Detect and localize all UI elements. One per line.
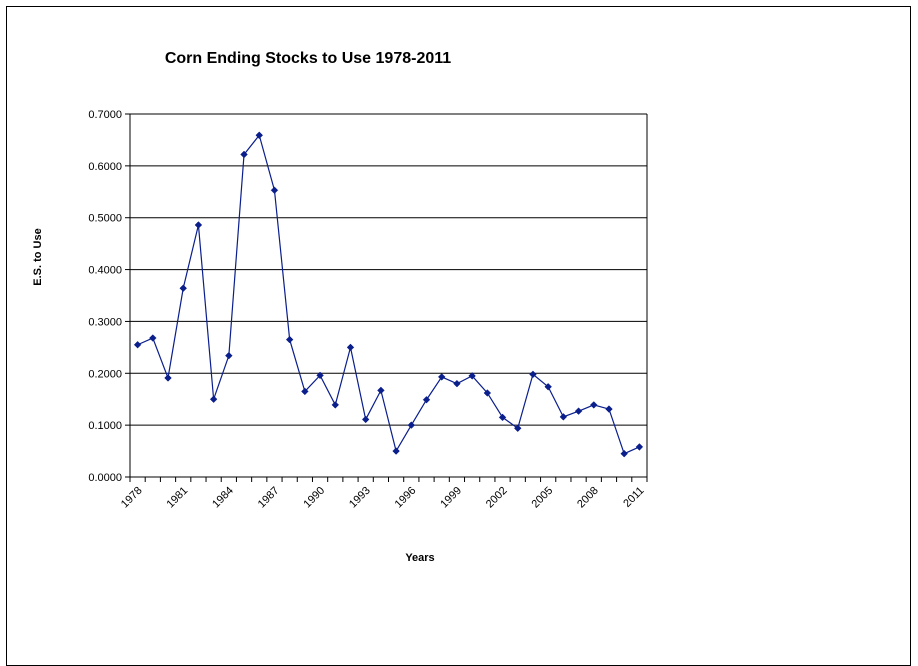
data-point xyxy=(240,150,248,159)
y-tick-label: 0.4000 xyxy=(88,265,122,277)
data-point xyxy=(316,371,324,380)
data-point xyxy=(437,373,446,381)
data-point xyxy=(346,343,355,352)
data-point xyxy=(559,413,568,421)
y-tick-label: 0.7000 xyxy=(88,109,122,121)
data-point xyxy=(635,443,644,451)
x-tick-label: 2008 xyxy=(575,485,601,511)
x-tick-label: 1999 xyxy=(438,485,464,511)
x-tick-label: 2005 xyxy=(529,485,555,511)
data-point xyxy=(133,341,142,349)
data-point xyxy=(483,389,492,397)
data-point xyxy=(529,370,537,379)
data-point xyxy=(255,131,264,140)
data-point xyxy=(422,395,431,404)
data-point xyxy=(285,335,294,344)
x-tick-label: 1993 xyxy=(347,485,373,511)
x-tick-label: 2002 xyxy=(484,485,510,511)
y-tick-labels: 0.0000 0.1000 0.2000 0.3000 0.4000 0.5000 0.60… xyxy=(88,109,122,484)
x-tick-label: 2011 xyxy=(621,485,646,510)
data-point xyxy=(149,334,157,342)
data-series xyxy=(133,131,644,458)
y-tick-label: 0.6000 xyxy=(88,161,122,173)
data-point xyxy=(361,415,370,424)
series-line xyxy=(137,133,640,455)
axes xyxy=(125,113,648,482)
data-point xyxy=(179,284,187,292)
x-tick-label: 1981 xyxy=(165,485,191,511)
x-axis-title: Years xyxy=(405,552,434,564)
y-tick-label: 0.0000 xyxy=(88,472,122,484)
data-point xyxy=(590,401,598,409)
data-point xyxy=(164,374,172,382)
x-tick-label: 1987 xyxy=(256,485,282,511)
data-point xyxy=(544,383,552,391)
data-point xyxy=(270,186,279,194)
data-point xyxy=(498,413,507,422)
x-tick-label: 1978 xyxy=(119,485,145,511)
x-tick-label: 1990 xyxy=(301,485,327,511)
line-chart: Corn Ending Stocks to Use 1978-2011 0.00… xyxy=(32,50,648,564)
data-point xyxy=(513,424,522,433)
data-point xyxy=(605,405,613,413)
data-point xyxy=(331,401,340,409)
x-tick-label: 1984 xyxy=(210,485,236,511)
y-tick-label: 0.3000 xyxy=(88,316,122,328)
x-tick-labels: 1978 1981 1984 1987 1990 1993 1996 1999 2002 2005… xyxy=(119,485,647,511)
data-point xyxy=(453,379,461,388)
data-point xyxy=(574,407,583,415)
y-tick-label: 0.2000 xyxy=(88,368,122,380)
data-point xyxy=(392,447,400,455)
data-point xyxy=(209,395,218,403)
data-point xyxy=(620,449,628,458)
data-point xyxy=(407,421,416,429)
y-axis-title: E.S. to Use xyxy=(32,228,44,285)
y-tick-label: 0.5000 xyxy=(88,213,122,225)
data-point xyxy=(194,221,203,229)
x-tick-label: 1996 xyxy=(393,485,419,511)
data-point xyxy=(377,386,385,395)
data-point xyxy=(225,351,233,360)
y-tick-label: 0.1000 xyxy=(88,420,122,432)
data-point xyxy=(301,387,309,396)
chart-title: Corn Ending Stocks to Use 1978-2011 xyxy=(165,50,451,67)
data-point xyxy=(468,372,476,380)
